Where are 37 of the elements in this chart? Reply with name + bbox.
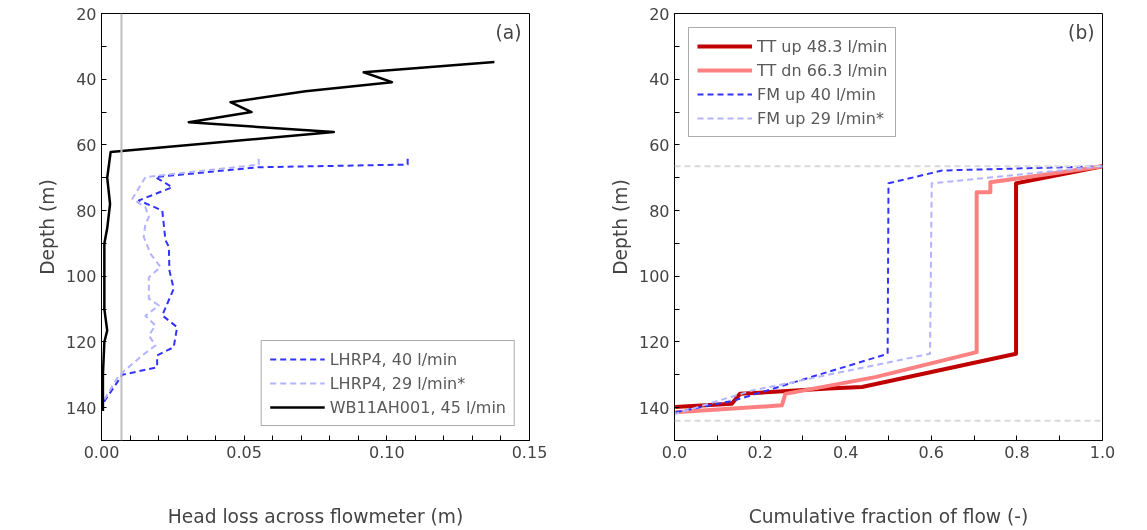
x-tick-label: 0.0 <box>661 442 688 462</box>
legend-label: WB11AH001, 45 l/min <box>329 397 506 417</box>
x-tick-label: 0.8 <box>1004 442 1030 462</box>
legend-label: LHRP4, 29 l/min* <box>329 373 466 393</box>
y-tick-label: 60 <box>76 135 97 155</box>
y-axis-title: Depth (m) <box>609 179 631 275</box>
y-tick-label: 40 <box>76 70 97 90</box>
legend-label: LHRP4, 40 l/min <box>329 349 458 369</box>
x-tick-label: 0.10 <box>369 442 405 462</box>
y-tick-label: 140 <box>638 398 670 418</box>
legend-label: TT up 48.3 l/min <box>757 36 888 56</box>
y-tick-label: 100 <box>638 267 670 287</box>
x-tick-label: 1.0 <box>1089 442 1116 462</box>
annotation: (b) <box>1068 21 1095 43</box>
x-tick-label: 0.15 <box>511 442 548 462</box>
legend-label: FM up 40 l/min <box>757 84 876 104</box>
y-tick-label: 80 <box>76 201 97 221</box>
x-tick-label: 0.05 <box>226 442 262 462</box>
y-tick-label: 140 <box>65 398 97 418</box>
y-tick-label: 120 <box>65 332 97 352</box>
legend-label: TT dn 66.3 l/min <box>757 60 888 80</box>
x-tick-label: 0.4 <box>832 442 859 462</box>
y-tick-label: 120 <box>638 332 670 352</box>
y-tick-label: 100 <box>65 267 97 287</box>
y-tick-label: 20 <box>649 4 670 24</box>
x-tick-label: 0.2 <box>747 442 773 462</box>
annotation: (a) <box>495 21 522 43</box>
y-tick-label: 60 <box>649 135 670 155</box>
legend-label: FM up 29 l/min* <box>757 108 884 128</box>
y-tick-label: 40 <box>649 70 670 90</box>
x-tick-label: 0.6 <box>918 442 945 462</box>
y-axis-title: Depth (m) <box>36 179 58 275</box>
y-tick-label: 20 <box>76 4 97 24</box>
x-axis-title: Cumulative fraction of flow (-) <box>748 505 1029 527</box>
x-axis-title: Head loss across flowmeter (m) <box>167 505 464 527</box>
x-tick-label: 0.00 <box>83 442 120 462</box>
y-tick-label: 80 <box>649 201 670 221</box>
